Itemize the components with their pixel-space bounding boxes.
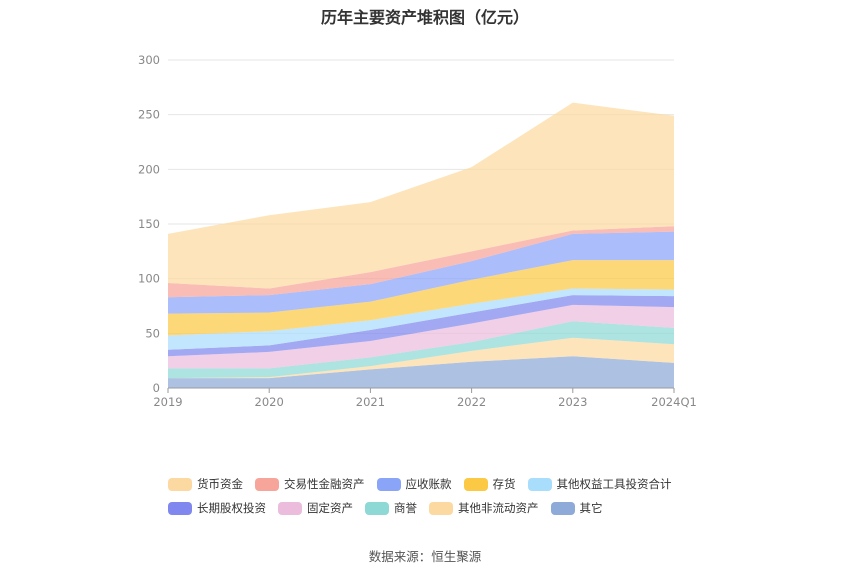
legend-swatch xyxy=(278,501,302,515)
area-series[interactable] xyxy=(168,295,674,357)
area-series[interactable] xyxy=(168,304,674,369)
legend-item[interactable]: 货币资金 xyxy=(168,476,243,492)
legend-swatch xyxy=(376,477,401,491)
legend-swatch xyxy=(527,477,552,491)
area-series[interactable] xyxy=(168,288,674,350)
legend-label: 应收账款 xyxy=(405,477,452,491)
y-tick-label: 0 xyxy=(153,381,160,395)
chart-legend: 货币资金 交易性金融资产 应收账款 存货 其他权益工具投资合计 长期股权投资 固定资产 商誉… xyxy=(168,472,728,520)
area-series[interactable] xyxy=(168,231,674,314)
legend-label: 其他非流动资产 xyxy=(458,501,539,515)
stacked-area-chart: 0 50 100 150 200 250 300 2019 2020 2021 2022 2023 20… xyxy=(138,53,697,409)
axis-layer: 0 50 100 150 200 250 300 2019 2020 2021 2022 2023 20… xyxy=(138,53,697,409)
area-series[interactable] xyxy=(168,321,674,379)
x-tick-label: 2023 xyxy=(558,395,587,409)
y-tick-label: 300 xyxy=(138,53,160,67)
data-source-note: 数据来源：恒生聚源 xyxy=(368,549,482,564)
legend-item[interactable]: 其他非流动资产 xyxy=(429,500,539,516)
legend-label: 其它 xyxy=(579,501,603,515)
legend-swatch xyxy=(463,477,488,491)
y-tick-label: 250 xyxy=(138,108,160,122)
chart-title: 历年主要资产堆积图（亿元） xyxy=(320,8,529,27)
legend-swatch xyxy=(168,501,192,515)
legend-label: 长期股权投资 xyxy=(197,501,266,515)
legend-item[interactable]: 其它 xyxy=(550,500,603,516)
x-tick-label: 2020 xyxy=(255,395,284,409)
legend-label: 交易性金融资产 xyxy=(284,477,365,491)
x-tick-label: 2024Q1 xyxy=(651,395,697,409)
y-tick-label: 150 xyxy=(138,217,160,231)
legend-row: 长期股权投资 固定资产 商誉 其他非流动资产 其它 xyxy=(168,496,728,520)
x-tick-label: 2019 xyxy=(153,395,182,409)
legend-swatch xyxy=(550,501,575,515)
legend-swatch xyxy=(365,501,389,515)
legend-item[interactable]: 交易性金融资产 xyxy=(255,476,365,492)
y-tick-label: 50 xyxy=(145,326,160,340)
legend-label: 存货 xyxy=(492,477,516,491)
legend-item[interactable]: 其他权益工具投资合计 xyxy=(527,476,672,492)
area-series[interactable] xyxy=(168,102,674,289)
area-series[interactable] xyxy=(168,226,674,298)
area-series[interactable] xyxy=(168,260,674,336)
area-series[interactable] xyxy=(168,356,674,388)
area-layer xyxy=(168,102,674,388)
legend-row: 货币资金 交易性金融资产 应收账款 存货 其他权益工具投资合计 xyxy=(168,472,728,496)
legend-label: 固定资产 xyxy=(307,501,353,515)
legend-item[interactable]: 固定资产 xyxy=(278,500,353,516)
legend-swatch xyxy=(255,477,279,491)
legend-item[interactable]: 商誉 xyxy=(365,500,417,516)
x-tick-label: 2022 xyxy=(457,395,486,409)
legend-swatch xyxy=(429,501,453,515)
legend-item[interactable]: 存货 xyxy=(463,476,516,492)
area-series[interactable] xyxy=(168,337,674,379)
x-tick-label: 2021 xyxy=(356,395,385,409)
legend-label: 其他权益工具投资合计 xyxy=(556,477,672,491)
legend-label: 货币资金 xyxy=(197,477,243,491)
legend-label: 商誉 xyxy=(394,501,417,515)
y-tick-label: 100 xyxy=(138,272,160,286)
legend-item[interactable]: 长期股权投资 xyxy=(168,500,266,516)
y-tick-label: 200 xyxy=(138,162,160,176)
legend-item[interactable]: 应收账款 xyxy=(376,476,452,492)
legend-swatch xyxy=(168,477,192,491)
